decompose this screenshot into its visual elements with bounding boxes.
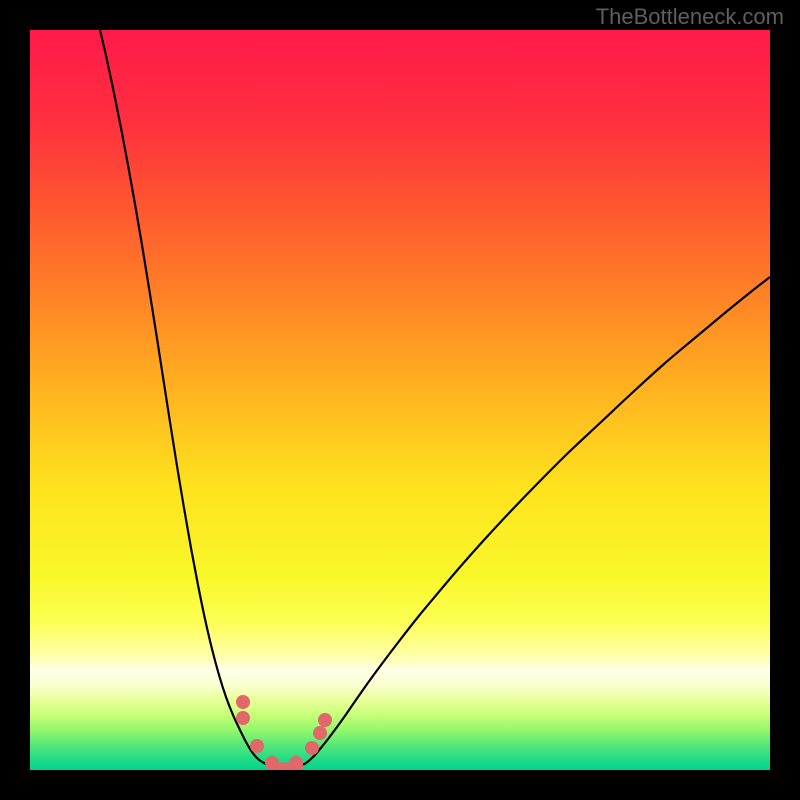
chart-container: TheBottleneck.com: [0, 0, 800, 800]
data-dot: [289, 756, 303, 770]
data-dot: [313, 726, 327, 740]
data-dot: [305, 741, 319, 755]
gradient-background: [30, 30, 770, 770]
data-dot: [265, 756, 279, 770]
chart-svg: [0, 0, 800, 800]
watermark-text: TheBottleneck.com: [596, 4, 784, 30]
data-dot: [236, 695, 250, 709]
data-dot: [318, 713, 332, 727]
data-dot: [236, 711, 250, 725]
data-dot: [250, 739, 264, 753]
